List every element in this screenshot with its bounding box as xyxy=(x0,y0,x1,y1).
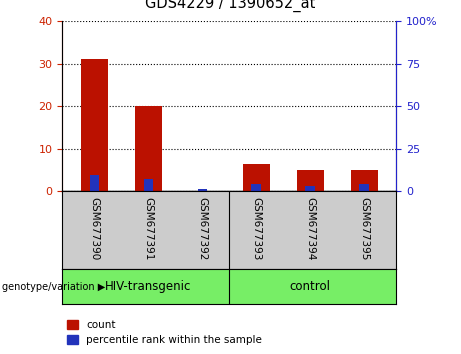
Bar xyxy=(297,170,324,191)
Bar xyxy=(144,179,154,191)
Bar xyxy=(351,170,378,191)
Text: GSM677394: GSM677394 xyxy=(305,198,315,261)
Text: genotype/variation ▶: genotype/variation ▶ xyxy=(2,282,106,292)
Bar xyxy=(90,175,100,191)
Bar xyxy=(81,59,108,191)
Text: control: control xyxy=(290,280,331,293)
Bar xyxy=(135,106,162,191)
Text: GSM677390: GSM677390 xyxy=(89,198,100,261)
Text: GSM677393: GSM677393 xyxy=(251,198,261,261)
Bar xyxy=(198,189,207,191)
Bar xyxy=(243,164,270,191)
Text: HIV-transgenic: HIV-transgenic xyxy=(105,280,192,293)
Legend: count, percentile rank within the sample: count, percentile rank within the sample xyxy=(67,320,262,345)
Text: GSM677395: GSM677395 xyxy=(359,198,369,261)
Text: GDS4229 / 1390652_at: GDS4229 / 1390652_at xyxy=(145,0,316,12)
Bar xyxy=(305,186,315,191)
Bar xyxy=(251,184,261,191)
Text: GSM677392: GSM677392 xyxy=(197,198,207,261)
Bar xyxy=(359,184,369,191)
Text: GSM677391: GSM677391 xyxy=(143,198,154,261)
